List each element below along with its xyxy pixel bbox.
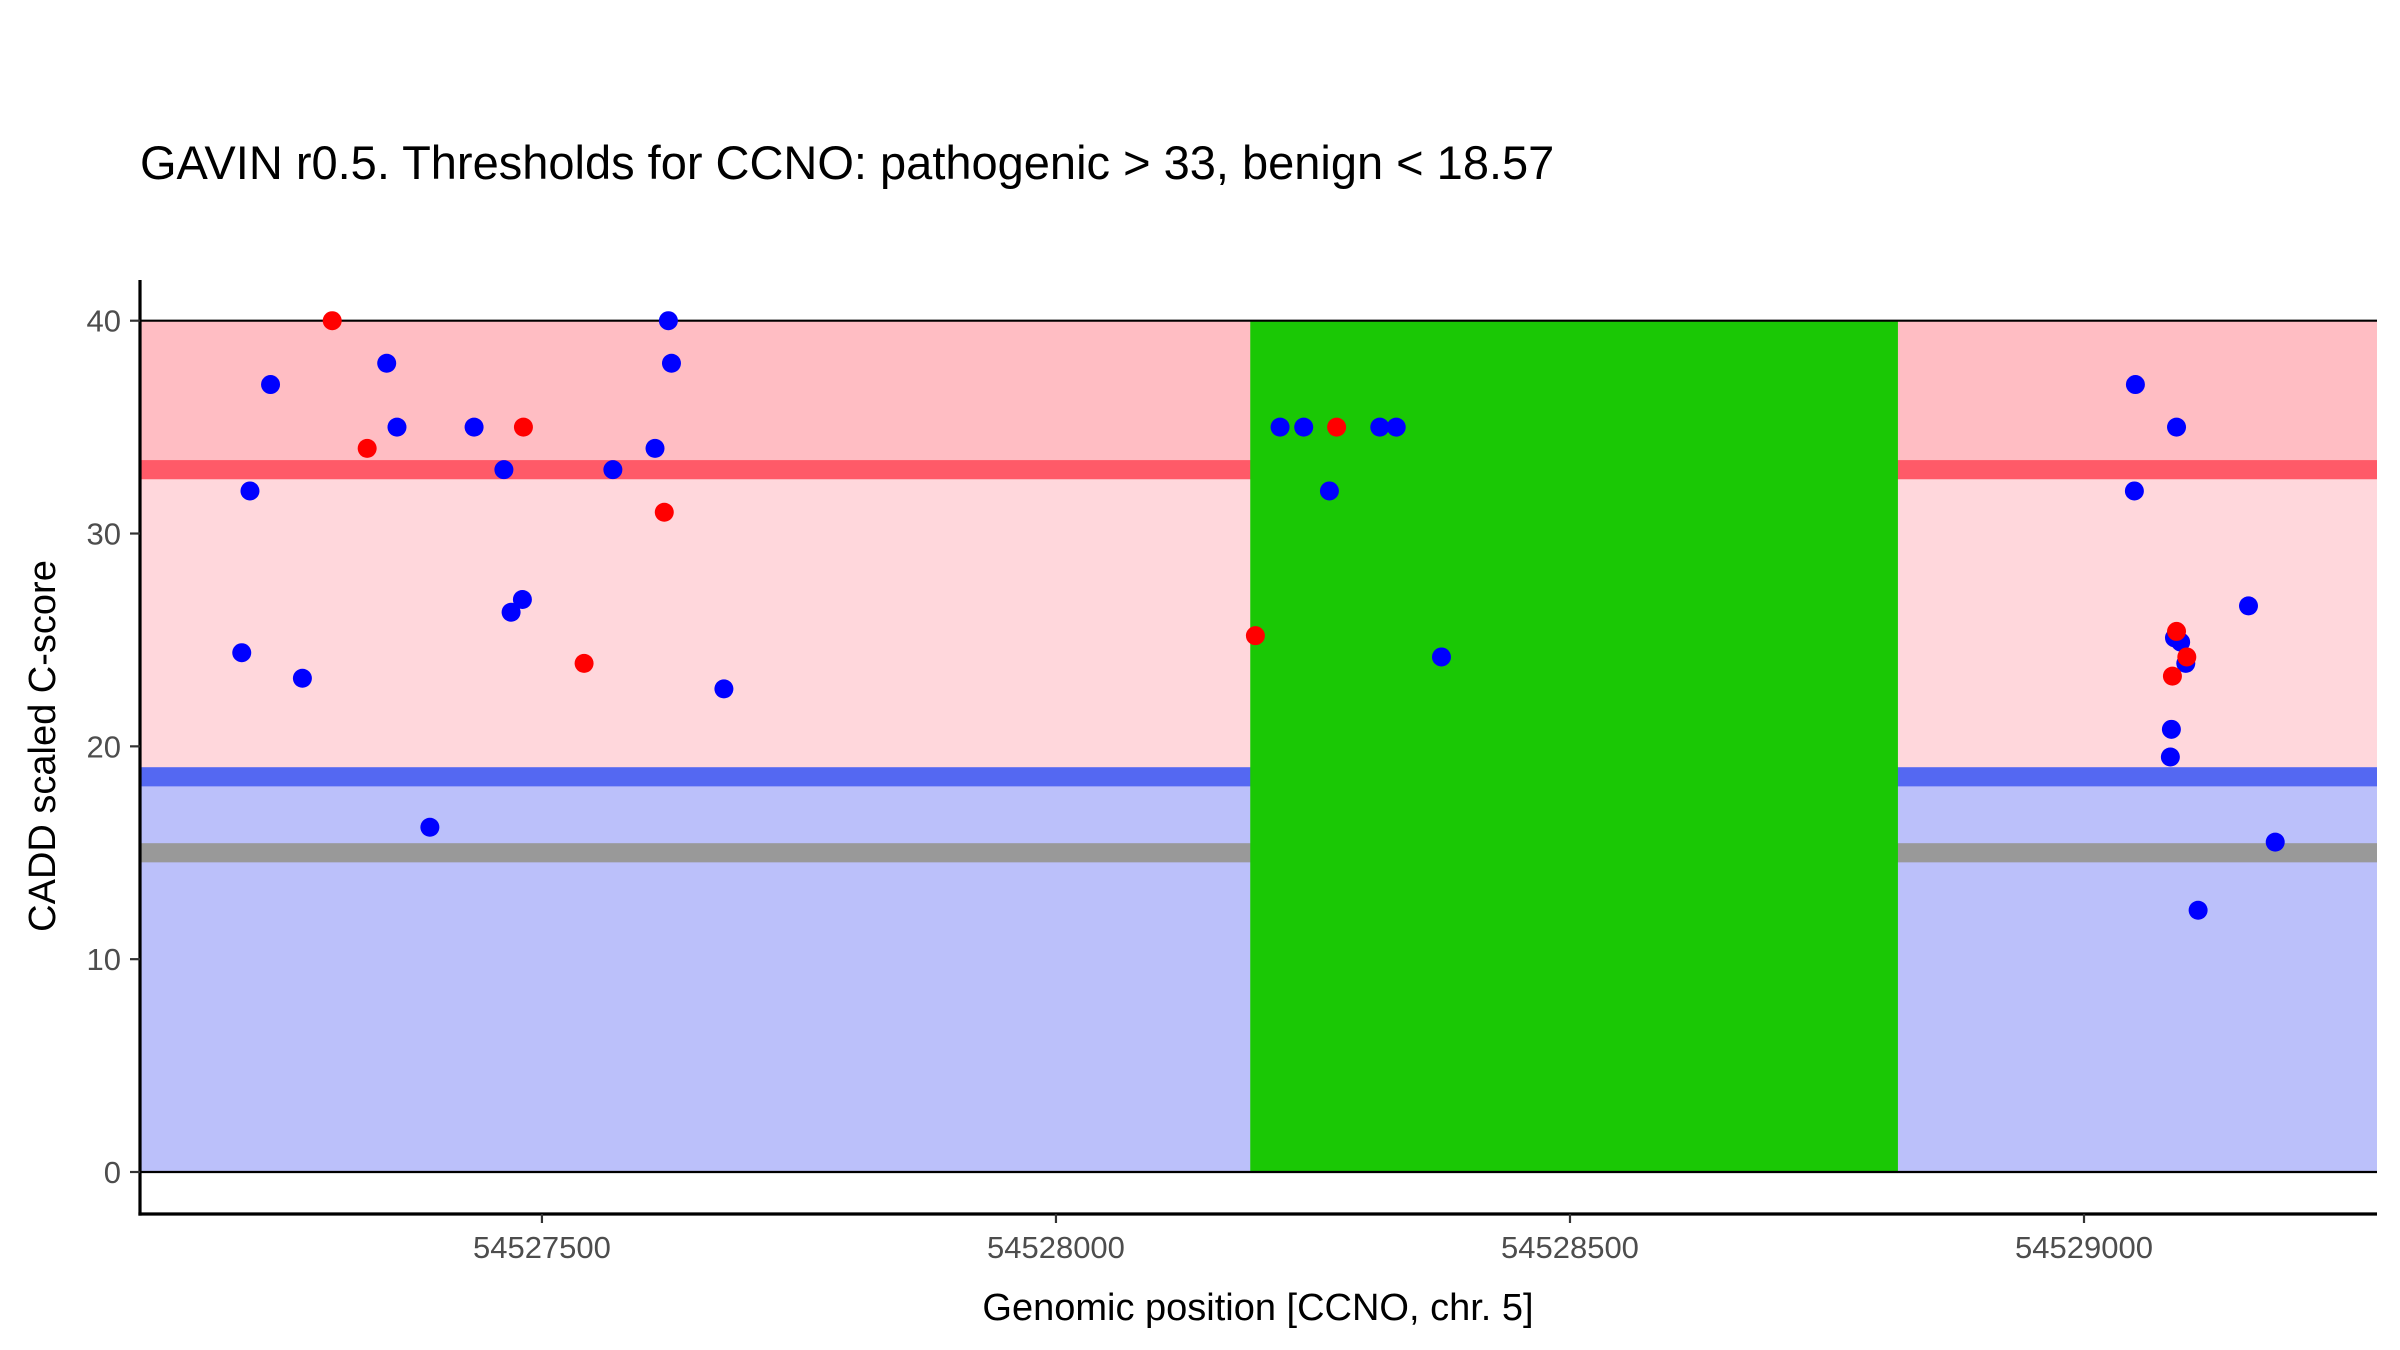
reference-lines (141, 319, 2377, 1174)
x-tick-label: 54527500 (473, 1230, 611, 1265)
y-tick-label: 0 (104, 1155, 121, 1190)
gnomad-variant-point (420, 817, 440, 837)
x-tick-label: 54529000 (2015, 1230, 2153, 1265)
gnomad-variant-point (1319, 481, 1339, 501)
y-tick-label: 30 (87, 517, 121, 552)
gnomad-variant-point (1270, 417, 1290, 437)
clinvar-variant-point (1327, 417, 1347, 437)
gnomad-variant-point (661, 353, 681, 373)
gnomad-variant-point (2188, 900, 2208, 920)
gnomad-variant-point (2265, 832, 2285, 852)
axes (138, 280, 2377, 1216)
clinvar-variant-point (2177, 647, 2197, 667)
x-axis-title: Genomic position [CCNO, chr. 5] (982, 1287, 1533, 1329)
gnomad-variant-point (2160, 747, 2180, 767)
gnomad-variant-point (1386, 417, 1406, 437)
gnomad-variant-point (2161, 719, 2181, 739)
gnomad-variant-point (2125, 375, 2145, 395)
gnomad-variant-point (494, 460, 514, 480)
y-axis-title: CADD scaled C-score (22, 560, 64, 932)
x-tick-label: 54528500 (1501, 1230, 1639, 1265)
gnomad-variant-point (501, 602, 521, 622)
clinvar-variant-point (1245, 626, 1265, 646)
gnomad-variant-point (658, 311, 678, 331)
gnomad-variant-point (292, 668, 312, 688)
gnomad-variant-point (240, 481, 260, 501)
clinvar-variant-point (322, 311, 342, 331)
gnomad-variant-point (2124, 481, 2144, 501)
exon-regions (1250, 320, 1898, 1172)
gnomad-variant-point (2238, 596, 2258, 616)
exon-region (1250, 320, 1898, 1172)
clinvar-points (322, 311, 2197, 686)
gnomad-variant-point (645, 438, 665, 458)
gnomad-variant-point (387, 417, 407, 437)
y-tick-label: 20 (87, 729, 121, 764)
clinvar-variant-point (513, 417, 533, 437)
clinvar-variant-point (654, 502, 674, 522)
clinvar-variant-point (2167, 621, 2187, 641)
x-axis-ticks: 54527500 54528000 54528500 54529000 (473, 1214, 2153, 1265)
gnomad-variant-point (261, 375, 281, 395)
gnomad-variant-point (464, 417, 484, 437)
gnomad-variant-point (1370, 417, 1390, 437)
gnomad-variant-point (1294, 417, 1314, 437)
gnomad-variant-point (512, 590, 532, 610)
y-tick-label: 10 (87, 942, 121, 977)
gnomad-variant-point (1431, 647, 1451, 667)
clinvar-variant-point (2162, 666, 2182, 686)
y-axis-ticks: 0 10 20 30 40 (87, 304, 140, 1190)
gnomad-variant-point (377, 353, 397, 373)
clinvar-variant-point (574, 653, 594, 673)
gnomad-variant-point (714, 679, 734, 699)
gnomad-variant-point (2167, 417, 2187, 437)
gnomad-variant-point (603, 460, 623, 480)
x-tick-label: 54528000 (987, 1230, 1125, 1265)
title-line-1: GAVIN r0.5. Thresholds for CCNO: pathoge… (140, 136, 1555, 189)
gnomad-variant-point (232, 643, 252, 663)
y-tick-label: 40 (87, 304, 121, 339)
gnomad-points (232, 311, 2285, 920)
clinvar-variant-point (357, 438, 377, 458)
